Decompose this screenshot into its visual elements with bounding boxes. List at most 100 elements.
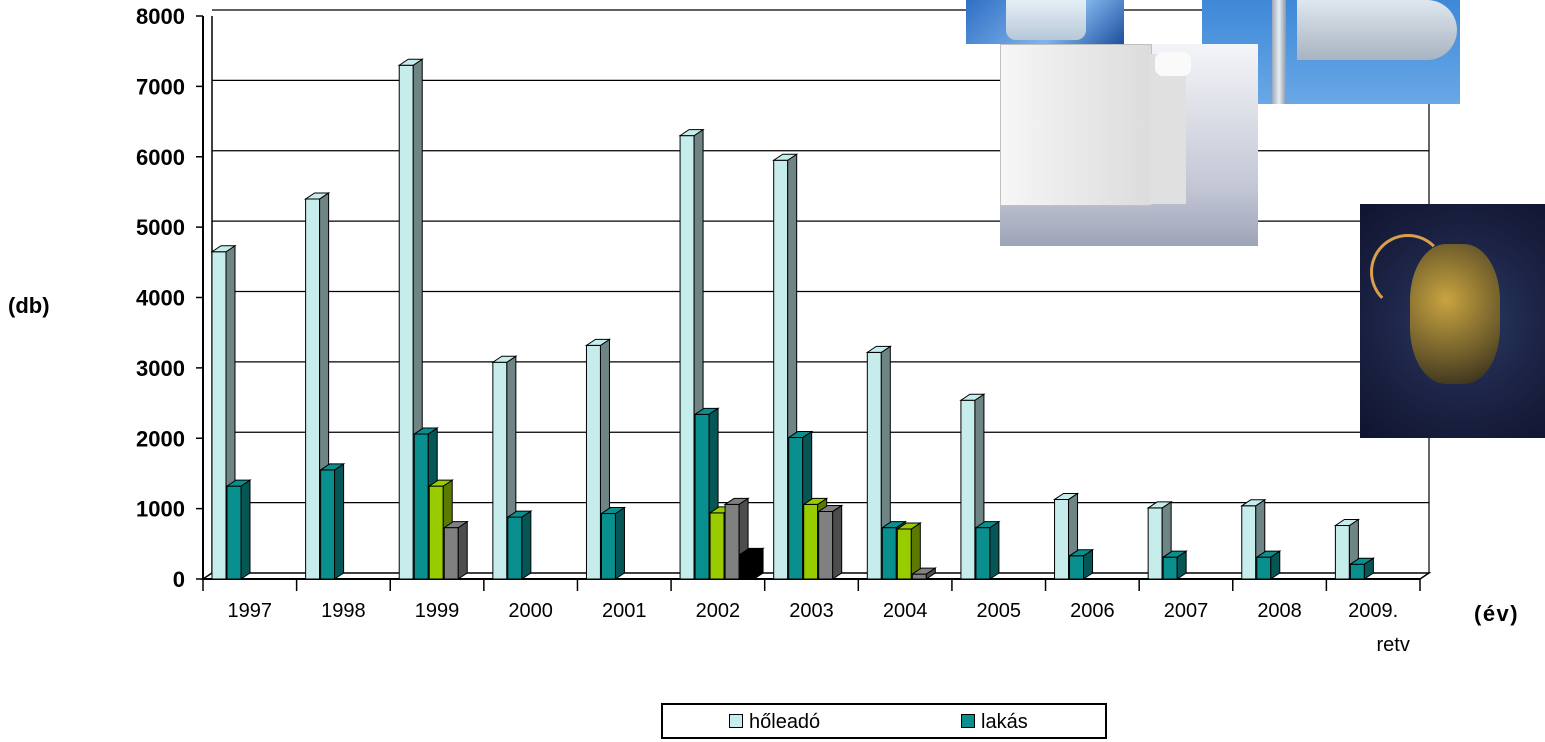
bar-side (832, 504, 843, 580)
bar-hőleadó-2002 (679, 135, 695, 580)
x-tick-label: 2002 (696, 600, 741, 622)
bar-top (1240, 499, 1267, 507)
bar-top (412, 427, 439, 435)
bar-top (738, 547, 765, 555)
chart-legend: hőleadó lakás (661, 703, 1107, 739)
bar-lakás-2002 (694, 413, 710, 580)
x-tick-label: 1997 (228, 600, 273, 622)
y-tick-label: 6000 (136, 145, 185, 170)
legend-label-holeado: hőleadó (749, 711, 821, 733)
bar-series-4-2002 (739, 553, 755, 580)
bar-top (1146, 501, 1173, 509)
bar-top (723, 497, 750, 505)
bar-hőleadó-2006 (1054, 498, 1070, 580)
bar-top (974, 521, 1001, 529)
bar-lakás-2009. (1349, 563, 1365, 580)
bar-lakás-2006 (1069, 555, 1085, 580)
y-tick-label: 4000 (136, 286, 185, 311)
x-tick-label: 2008 (1257, 600, 1302, 622)
panel-radiator-photo (1000, 44, 1258, 246)
bar-series-2-2004 (896, 528, 912, 580)
x-tick-label: 2001 (602, 600, 647, 622)
bar-lakás-2008 (1256, 556, 1272, 580)
bar-top (1333, 519, 1361, 527)
bar-top (491, 355, 518, 363)
bar-top (1052, 492, 1080, 500)
bar-top (427, 479, 454, 487)
y-tick-label: 3000 (136, 356, 185, 381)
legend-label-lakas: lakás (981, 711, 1028, 733)
legend-item-lakas: lakás (961, 711, 1028, 734)
x-tick-label: 2004 (883, 600, 928, 622)
bar-series-3-2003 (818, 510, 834, 580)
bar-lakás-2005 (975, 527, 991, 580)
bar-top (678, 129, 705, 137)
x-tick-label: 2007 (1164, 600, 1209, 622)
x-tick-label: 2003 (789, 600, 834, 622)
bar-lakás-2000 (507, 516, 523, 580)
legend-swatch-holeado (729, 714, 743, 728)
bar-side (521, 510, 532, 580)
bar-top (1348, 557, 1376, 565)
x-tick-label: 1998 (321, 600, 366, 622)
bar-top (225, 479, 252, 487)
bar-top (397, 58, 424, 66)
bar-series-3-2002 (724, 503, 740, 580)
bar-series-3-1999 (443, 527, 459, 580)
bar-series-2-1999 (428, 485, 444, 580)
bar-top (442, 521, 469, 529)
x-tick-label: 2005 (976, 600, 1021, 622)
bar-side (240, 479, 251, 580)
bar-hőleadó-2009. (1334, 525, 1350, 580)
y-tick-label: 8000 (136, 4, 185, 29)
bar-series-3-2004 (911, 573, 927, 580)
bar-top (1067, 549, 1095, 557)
x-tick-label: 2009. (1348, 600, 1398, 622)
y-axis-label: (db) (8, 293, 50, 318)
y-tick-label: 5000 (136, 215, 185, 240)
bar-lakás-2004 (881, 527, 897, 580)
bar-top (506, 510, 533, 518)
bar-top (318, 463, 346, 471)
bar-top (895, 522, 922, 530)
bar-top (865, 345, 892, 353)
legend-item-holeado: hőleadó (729, 711, 820, 734)
x-axis-label: (év) (1474, 601, 1519, 626)
bar-hőleadó-2001 (585, 344, 601, 580)
differential-pressure-regulator-photo (1360, 204, 1545, 438)
bar-side (989, 520, 1000, 580)
bar-top (303, 192, 331, 200)
bar-top (817, 504, 844, 512)
bar-lakás-2007 (1162, 556, 1178, 580)
bar-hőleadó-1999 (398, 64, 414, 580)
y-tick-label: 1000 (136, 497, 185, 522)
x-tick-label: 2000 (508, 600, 553, 622)
y-tick-label: 7000 (136, 74, 185, 99)
bar-hőleadó-2004 (866, 351, 882, 580)
bar-top (693, 407, 720, 415)
bar-top (1161, 550, 1188, 558)
bar-hőleadó-1997 (211, 251, 227, 580)
x-tick-label: 1999 (415, 600, 460, 622)
bar-hőleadó-2003 (773, 159, 789, 580)
bar-top (772, 153, 799, 161)
bar-top (584, 338, 612, 346)
bar-top (787, 431, 814, 439)
bar-top (210, 245, 237, 253)
y-tick-label: 0 (173, 567, 185, 592)
bar-hőleadó-2008 (1241, 505, 1257, 580)
bar-side (614, 506, 625, 580)
y-tick-label: 2000 (136, 426, 185, 451)
bar-top (910, 567, 937, 575)
x-tick-label: 2006 (1070, 600, 1115, 622)
bar-hőleadó-2007 (1147, 507, 1163, 580)
x-tick-sublabel: retv (1377, 634, 1410, 656)
bar-lakás-1998 (320, 469, 336, 580)
bar-top (959, 393, 986, 401)
bar-lakás-2001 (600, 513, 616, 580)
legend-swatch-lakas (961, 714, 975, 728)
bar-series-2-2003 (803, 503, 819, 580)
bar-lakás-1999 (413, 433, 429, 580)
thermostat-head-photo (966, 0, 1124, 44)
